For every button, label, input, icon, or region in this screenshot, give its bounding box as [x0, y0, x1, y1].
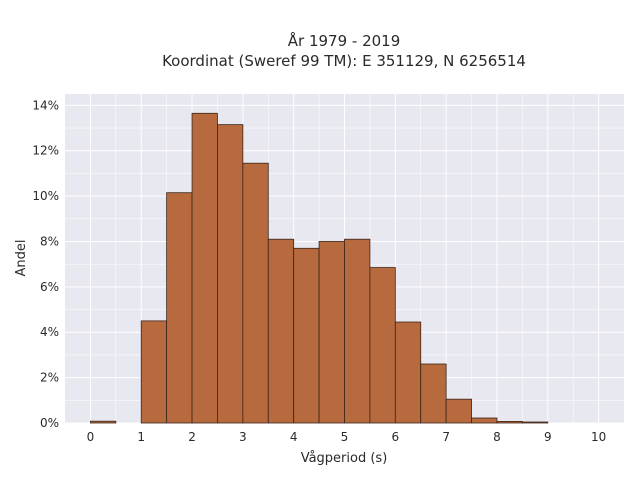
y-tick-label: 4%	[40, 325, 59, 339]
histogram-bar	[369, 267, 396, 424]
y-axis-label: Andel	[14, 240, 29, 277]
histogram-bar	[293, 247, 320, 424]
y-tick-label: 8%	[40, 234, 59, 248]
chart-subtitle: Koordinat (Sweref 99 TM): E 351129, N 62…	[162, 52, 526, 70]
x-tick-label: 3	[239, 430, 247, 444]
histogram-bar	[166, 192, 193, 424]
x-axis-label: Vågperiod (s)	[301, 451, 388, 466]
x-tick-label: 8	[493, 430, 501, 444]
x-axis-ticks: 0 1 2 3 4 5 6 7 8 9 10	[87, 430, 607, 444]
bars	[90, 112, 549, 424]
histogram-bar	[496, 421, 523, 424]
histogram-bar	[140, 320, 168, 424]
x-tick-label: 2	[188, 430, 196, 444]
x-tick-label: 4	[290, 430, 298, 444]
x-tick-label: 5	[341, 430, 349, 444]
y-tick-label: 6%	[40, 280, 59, 294]
y-tick-label: 0%	[40, 416, 59, 430]
histogram-bar	[318, 241, 345, 424]
histogram-bar	[420, 363, 447, 424]
x-tick-label: 7	[442, 430, 450, 444]
histogram-bar	[217, 124, 244, 424]
histogram-bar	[242, 162, 269, 424]
x-tick-label: 9	[544, 430, 552, 444]
y-tick-label: 2%	[40, 371, 59, 385]
y-tick-label: 14%	[32, 98, 59, 112]
y-tick-label: 10%	[32, 189, 59, 203]
x-tick-label: 1	[137, 430, 145, 444]
x-tick-label: 0	[87, 430, 95, 444]
histogram-bar	[267, 238, 295, 424]
histogram-bar	[521, 421, 549, 424]
histogram-bar	[471, 417, 498, 424]
chart-title: År 1979 - 2019	[288, 31, 401, 50]
x-tick-label: 10	[591, 430, 606, 444]
histogram-bar	[344, 238, 371, 424]
x-tick-label: 6	[391, 430, 399, 444]
histogram-bar	[445, 398, 472, 424]
histogram-bar	[191, 112, 218, 424]
y-axis-ticks: 0% 2% 4% 6% 8% 10% 12% 14%	[32, 98, 59, 430]
histogram-bar	[394, 321, 422, 424]
histogram-bar	[90, 420, 117, 424]
y-tick-label: 12%	[32, 144, 59, 158]
